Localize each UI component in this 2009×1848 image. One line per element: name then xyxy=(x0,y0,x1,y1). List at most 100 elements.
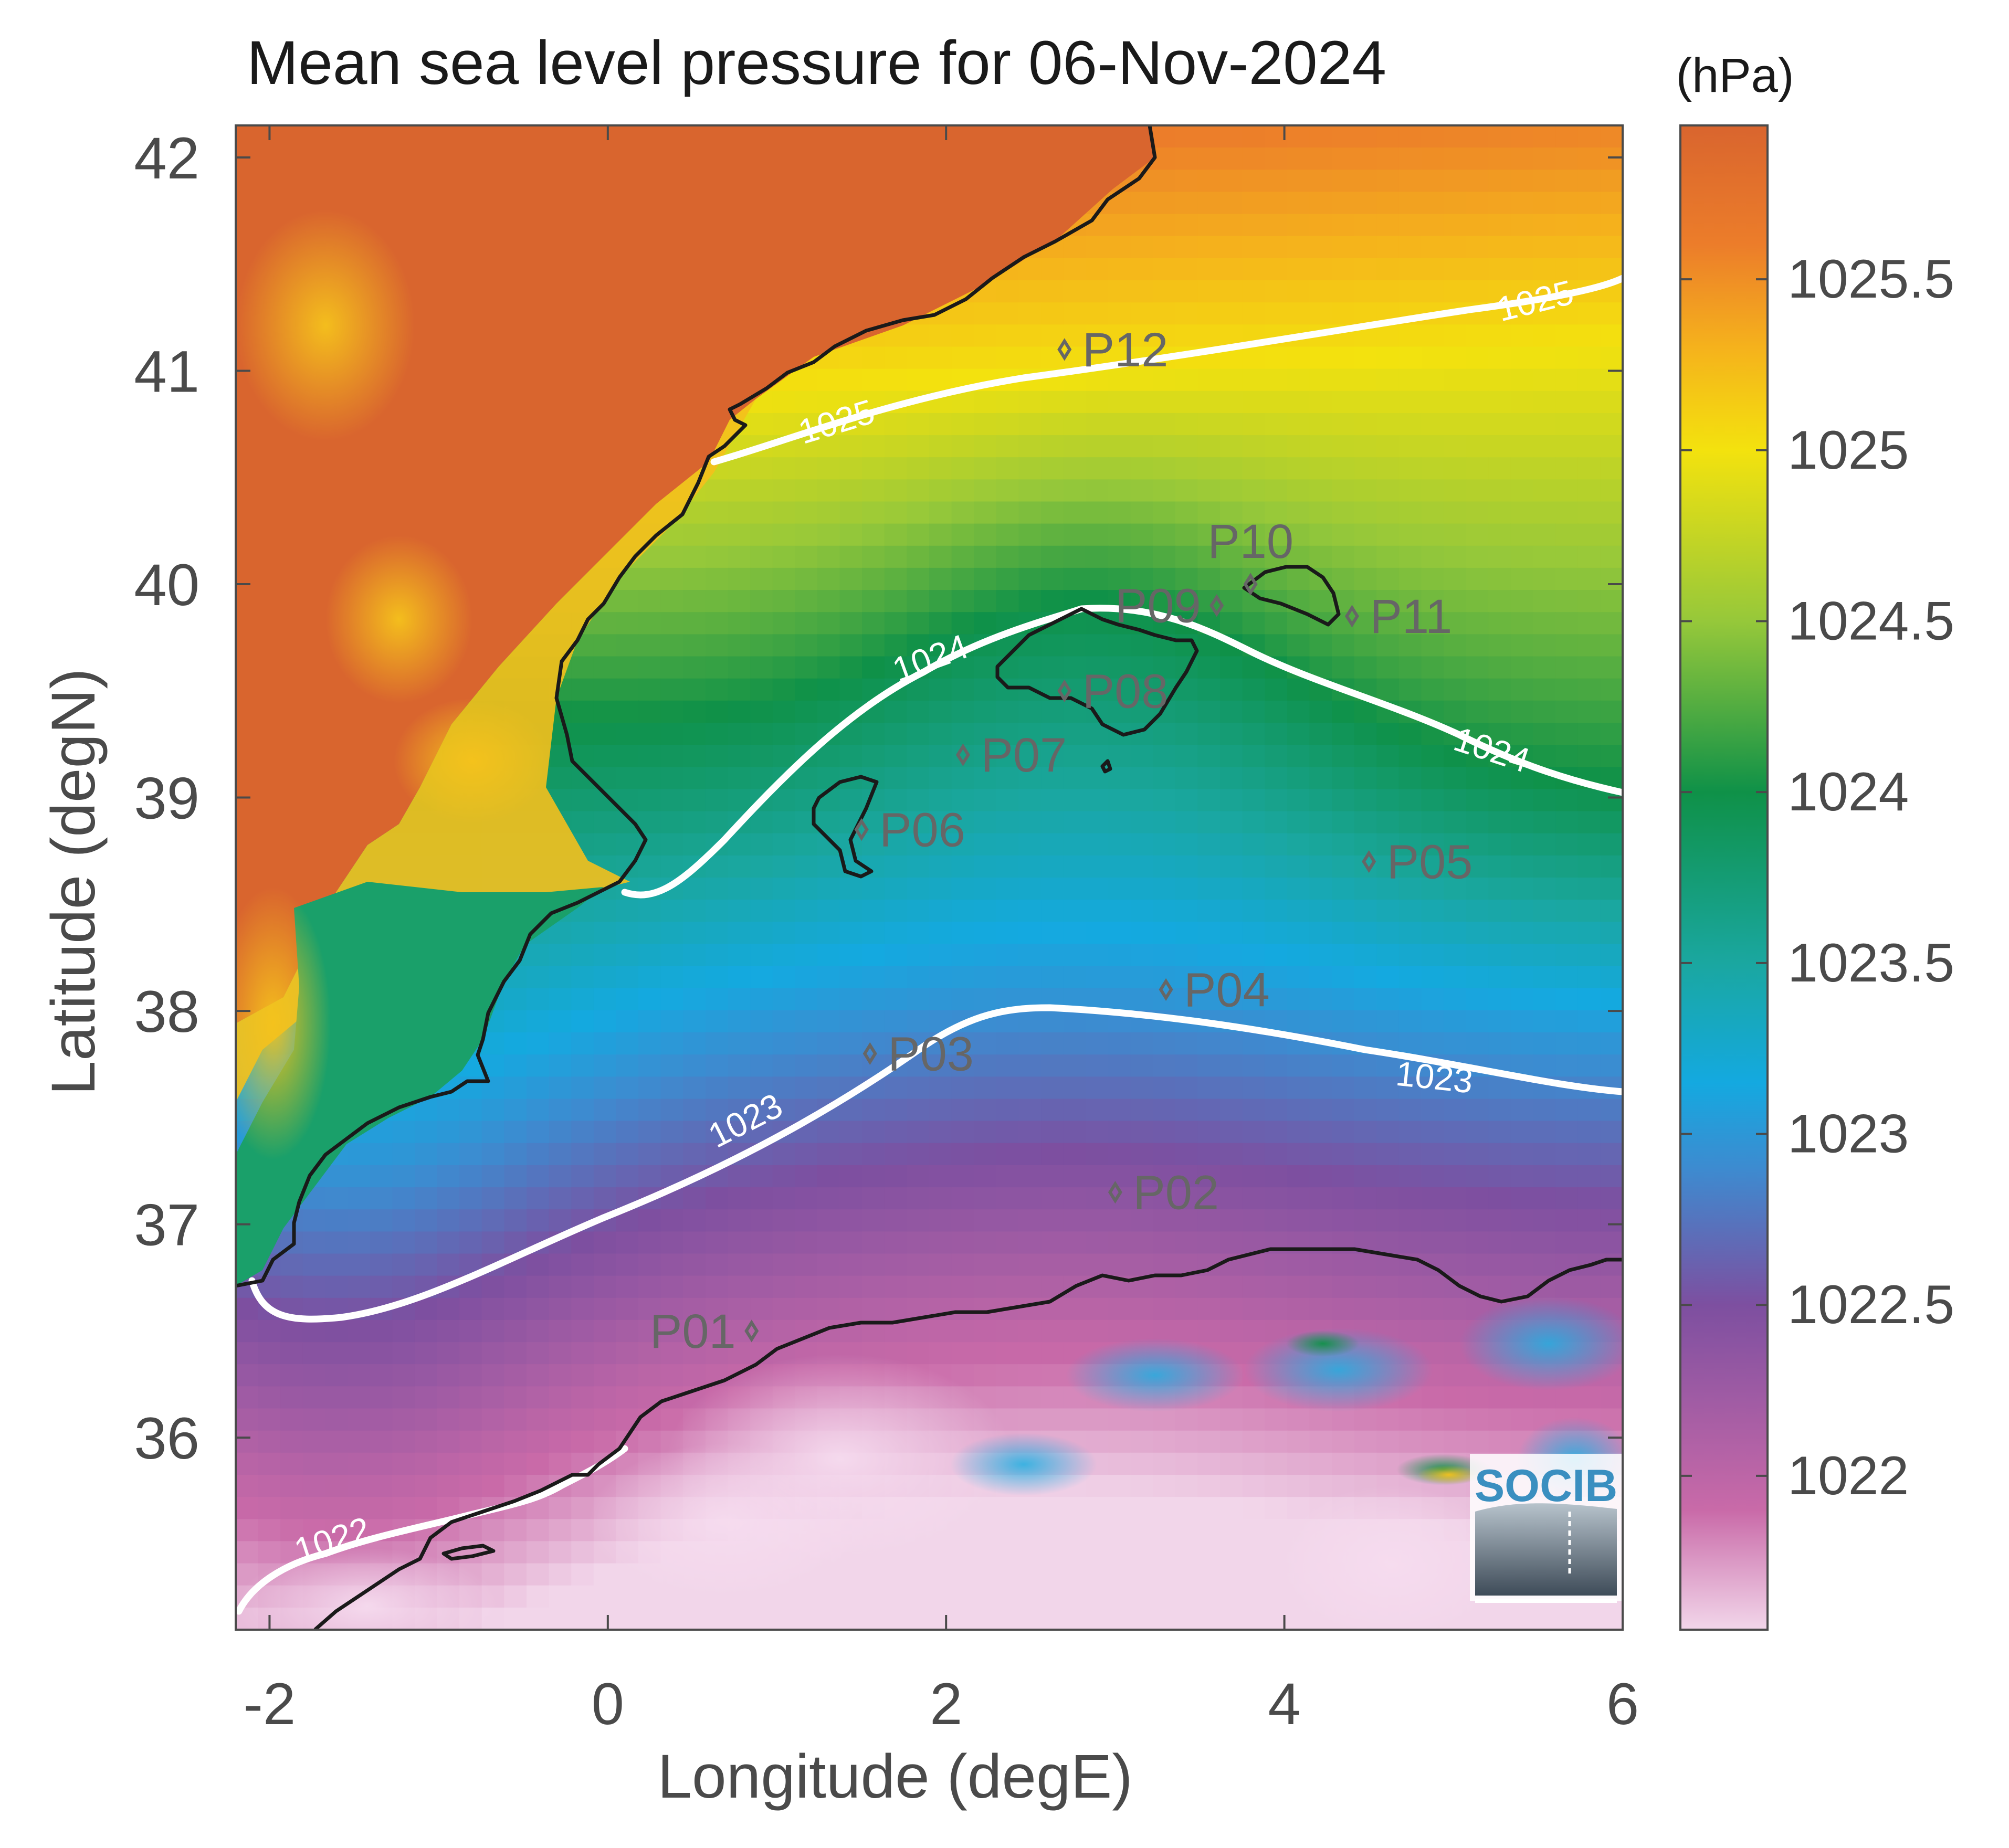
pressure-cell xyxy=(1220,147,1243,171)
pressure-cell xyxy=(348,1143,371,1166)
pressure-cell xyxy=(1555,523,1579,546)
pressure-cell xyxy=(1108,966,1131,989)
pressure-cell xyxy=(1175,789,1198,812)
pressure-cell xyxy=(929,1099,952,1122)
pressure-cell xyxy=(1041,1364,1064,1387)
pressure-cell xyxy=(1018,1187,1042,1210)
pressure-cell xyxy=(728,878,751,901)
pressure-cell xyxy=(862,944,885,967)
pressure-cell xyxy=(862,1607,885,1630)
pressure-cell xyxy=(907,833,930,856)
pressure-cell xyxy=(1063,435,1087,458)
pressure-cell xyxy=(1376,1275,1400,1298)
pressure-cell xyxy=(1555,302,1579,325)
pressure-cell xyxy=(907,523,930,546)
pressure-cell xyxy=(1398,545,1422,568)
pressure-cell xyxy=(1354,723,1377,746)
pressure-cell xyxy=(1197,302,1221,325)
pressure-cell xyxy=(1600,1231,1623,1254)
pressure-cell xyxy=(1488,346,1511,369)
pressure-cell xyxy=(1153,1209,1176,1232)
pressure-cell xyxy=(1130,789,1154,812)
pressure-cell xyxy=(302,1475,326,1498)
pressure-cell xyxy=(1533,1165,1556,1188)
pressure-cell xyxy=(683,1143,706,1166)
colorbar-tick-label: 1024.5 xyxy=(1787,590,1954,651)
pressure-cell xyxy=(1130,390,1154,414)
pressure-cell xyxy=(1600,1121,1623,1144)
pressure-cell xyxy=(1444,811,1467,834)
pressure-cell xyxy=(302,1364,326,1387)
colorbar-tick-label: 1024 xyxy=(1787,762,1909,822)
pressure-cell xyxy=(750,723,773,746)
pressure-cell xyxy=(1510,1032,1534,1055)
pressure-cell xyxy=(1041,1519,1064,1542)
pressure-cell xyxy=(1063,745,1087,768)
pressure-cell xyxy=(1175,125,1198,149)
pressure-cell xyxy=(1175,1187,1198,1210)
pressure-cell xyxy=(772,390,796,414)
pressure-cell xyxy=(660,678,684,701)
pressure-cell xyxy=(728,634,751,657)
pressure-cell xyxy=(929,678,952,701)
pressure-cell xyxy=(884,501,908,524)
pressure-cell xyxy=(593,700,617,723)
pressure-cell xyxy=(325,1187,349,1210)
pressure-cell xyxy=(1018,634,1042,657)
pressure-cell xyxy=(236,1475,259,1498)
pressure-cell xyxy=(1444,236,1467,259)
pressure-cell xyxy=(1577,170,1601,193)
pressure-cell xyxy=(817,900,840,923)
pressure-cell xyxy=(1421,324,1445,347)
pressure-cell xyxy=(1309,479,1332,502)
pressure-cell xyxy=(660,811,684,834)
pressure-cell xyxy=(1600,833,1623,856)
pressure-cell xyxy=(907,878,930,901)
pressure-cell xyxy=(974,457,997,480)
pressure-cell xyxy=(1220,1054,1243,1078)
pressure-cell xyxy=(1444,1209,1467,1232)
pressure-cell xyxy=(348,1275,371,1298)
pressure-cell xyxy=(1197,789,1221,812)
pressure-cell xyxy=(1287,723,1310,746)
pressure-cell xyxy=(1287,833,1310,856)
pressure-cell xyxy=(1197,723,1221,746)
pressure-cell xyxy=(1063,833,1087,856)
pressure-cell xyxy=(705,1342,729,1365)
pressure-cell xyxy=(1332,368,1355,392)
pressure-cell xyxy=(1332,1297,1355,1321)
station-label: P03 xyxy=(888,1027,974,1081)
pressure-cell xyxy=(951,988,975,1011)
pressure-cell xyxy=(1153,878,1176,901)
pressure-cell xyxy=(862,435,885,458)
pressure-cell xyxy=(571,966,594,989)
pressure-cell xyxy=(1444,900,1467,923)
pressure-cell xyxy=(1332,1430,1355,1453)
pressure-cell xyxy=(1063,346,1087,369)
pressure-cell xyxy=(951,590,975,613)
pressure-cell xyxy=(929,1319,952,1343)
pressure-cell xyxy=(370,1386,393,1409)
contour-1025 xyxy=(710,274,1623,466)
pressure-cell xyxy=(1398,1209,1422,1232)
pressure-cell xyxy=(839,1054,863,1078)
pressure-cell xyxy=(1287,988,1310,1011)
pressure-cell xyxy=(1086,523,1109,546)
pressure-cell xyxy=(1220,678,1243,701)
pressure-cell xyxy=(549,1209,572,1232)
pressure-cell xyxy=(1063,1297,1087,1321)
pressure-cell xyxy=(593,922,617,945)
pressure-cell xyxy=(527,1563,550,1586)
pressure-cell xyxy=(1197,214,1221,237)
pressure-cell xyxy=(1063,501,1087,524)
pressure-cell xyxy=(750,944,773,967)
pressure-cell xyxy=(705,545,729,568)
pressure-cell xyxy=(817,1253,840,1276)
pressure-cell xyxy=(1376,501,1400,524)
pressure-cell xyxy=(1018,545,1042,568)
pressure-cell xyxy=(1421,346,1445,369)
pressure-cell xyxy=(1510,634,1534,657)
pressure-cell xyxy=(1577,567,1601,590)
pressure-cell xyxy=(1265,612,1288,635)
pressure-cell xyxy=(1130,1563,1154,1586)
